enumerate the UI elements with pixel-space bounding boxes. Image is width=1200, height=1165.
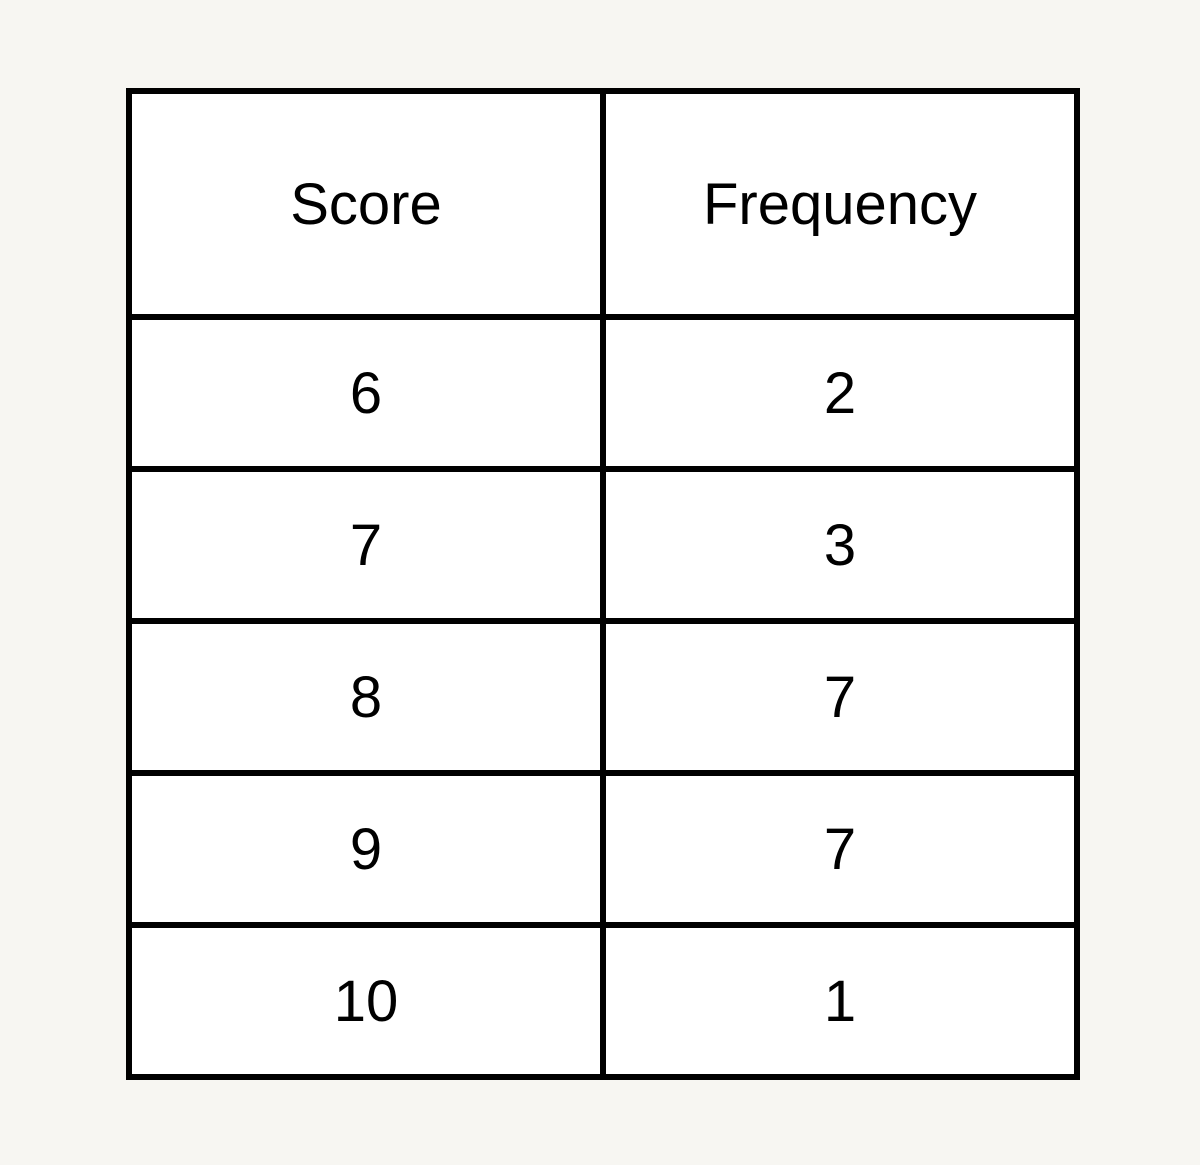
table-header-row: Score Frequency [129, 91, 1077, 317]
cell-score: 8 [129, 621, 603, 773]
cell-frequency: 7 [603, 621, 1077, 773]
cell-frequency: 7 [603, 773, 1077, 925]
frequency-table: Score Frequency 6 2 7 3 8 7 9 7 10 [126, 88, 1080, 1080]
table-row: 8 7 [129, 621, 1077, 773]
table-row: 7 3 [129, 469, 1077, 621]
cell-score: 7 [129, 469, 603, 621]
table-row: 9 7 [129, 773, 1077, 925]
cell-frequency: 2 [603, 317, 1077, 469]
table-body: 6 2 7 3 8 7 9 7 10 1 [129, 317, 1077, 1077]
column-header-score: Score [129, 91, 603, 317]
table-row: 6 2 [129, 317, 1077, 469]
cell-frequency: 3 [603, 469, 1077, 621]
cell-frequency: 1 [603, 925, 1077, 1077]
page: Score Frequency 6 2 7 3 8 7 9 7 10 [0, 0, 1200, 1165]
table-header: Score Frequency [129, 91, 1077, 317]
cell-score: 10 [129, 925, 603, 1077]
cell-score: 6 [129, 317, 603, 469]
table-row: 10 1 [129, 925, 1077, 1077]
cell-score: 9 [129, 773, 603, 925]
column-header-frequency: Frequency [603, 91, 1077, 317]
